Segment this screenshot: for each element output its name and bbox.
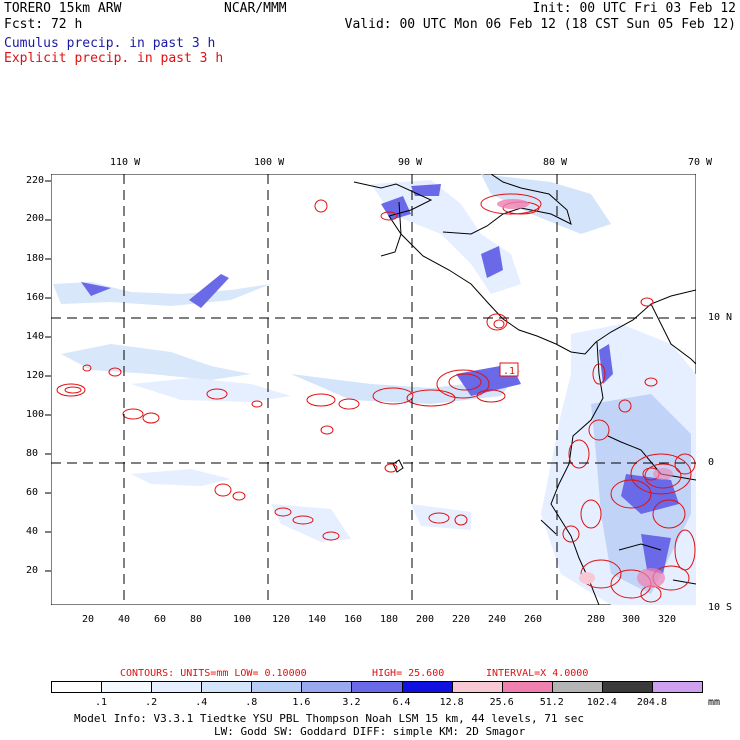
colorbar-swatch	[451, 681, 503, 693]
lon-label-100w: 100 W	[254, 157, 285, 168]
x-tick: 160	[344, 614, 363, 625]
x-tick: 140	[308, 614, 327, 625]
y-tick: 220	[26, 175, 45, 186]
coastlines	[353, 174, 696, 605]
y-tick: 20	[26, 565, 39, 576]
colorbar-swatch	[151, 681, 203, 693]
model-info-line1: Model Info: V3.3.1 Tiedtke YSU PBL Thomp…	[74, 712, 584, 725]
contours-interval: INTERVAL=X 4.0000	[486, 668, 589, 679]
colorbar-swatch	[101, 681, 153, 693]
lon-label-90w: 90 W	[398, 157, 423, 168]
x-tick: 180	[380, 614, 399, 625]
x-tick: 240	[488, 614, 507, 625]
colorbar-level-label: 102.4	[586, 697, 617, 708]
x-tick: 20	[82, 614, 95, 625]
contour-label: .1	[503, 366, 515, 377]
colorbar-swatch	[401, 681, 453, 693]
colorbar-level-label: .2	[145, 697, 158, 708]
y-tick: 180	[26, 253, 45, 264]
x-tick: 100	[233, 614, 252, 625]
y-tick: 40	[26, 526, 39, 537]
colorbar-units: mm	[708, 697, 721, 708]
forecast-hour: Fcst: 72 h	[4, 17, 83, 32]
contours-info: CONTOURS: UNITS=mm LOW= 0.10000	[120, 668, 307, 679]
model-info-line2: LW: Godd SW: Goddard DIFF: simple KM: 2D…	[214, 725, 526, 738]
colorbar-swatch	[501, 681, 553, 693]
colorbar-level-label: 51.2	[539, 697, 564, 708]
lat-label-10s: 10 S	[708, 602, 733, 613]
precip-map: .1	[51, 174, 696, 605]
field-cumulus-label: Cumulus precip. in past 3 h	[4, 36, 216, 51]
field-explicit-label: Explicit precip. in past 3 h	[4, 51, 224, 66]
lon-label-70w: 70 W	[688, 157, 713, 168]
contour-label-box	[499, 362, 519, 377]
x-tick: 260	[524, 614, 543, 625]
colorbar-swatch	[551, 681, 603, 693]
colorbar-swatch	[351, 681, 403, 693]
colorbar-level-label: 204.8	[636, 697, 667, 708]
y-tick: 160	[26, 292, 45, 303]
init-time: Init: 00 UTC Fri 03 Feb 12	[532, 1, 737, 16]
x-tick: 280	[587, 614, 606, 625]
contours-high: HIGH= 25.600	[372, 668, 445, 679]
lat-label-10n: 10 N	[708, 312, 733, 323]
x-tick: 60	[154, 614, 167, 625]
valid-time: Valid: 00 UTC Mon 06 Feb 12 (18 CST Sun …	[344, 17, 736, 32]
colorbar-swatch	[251, 681, 303, 693]
lon-label-80w: 80 W	[543, 157, 568, 168]
lon-label-110w: 110 W	[110, 157, 141, 168]
y-tick: 200	[26, 213, 45, 224]
colorbar	[51, 681, 703, 694]
colorbar-level-label: 3.2	[342, 697, 361, 708]
explicit-precip-heavy	[497, 199, 673, 588]
x-tick: 120	[272, 614, 291, 625]
colorbar-level-label: 25.6	[489, 697, 514, 708]
y-tick: 60	[26, 487, 39, 498]
y-tick: 120	[26, 370, 45, 381]
lat-label-0: 0	[708, 457, 715, 468]
y-tick: 140	[26, 331, 45, 342]
x-tick: 80	[190, 614, 203, 625]
y-tick: 100	[26, 409, 45, 420]
x-tick: 40	[118, 614, 131, 625]
x-tick: 220	[452, 614, 471, 625]
colorbar-swatch	[651, 681, 703, 693]
y-tick: 80	[26, 448, 39, 459]
colorbar-swatch	[601, 681, 653, 693]
x-tick: 320	[658, 614, 677, 625]
colorbar-level-label: .1	[95, 697, 108, 708]
x-tick: 200	[416, 614, 435, 625]
frame-ticks	[45, 180, 51, 572]
colorbar-level-label: 12.8	[439, 697, 464, 708]
colorbar-level-label: .8	[245, 697, 258, 708]
center-label: NCAR/MMM	[224, 1, 287, 16]
colorbar-swatch	[301, 681, 353, 693]
colorbar-swatch	[201, 681, 253, 693]
model-title: TORERO 15km ARW	[4, 1, 122, 16]
colorbar-level-label: .4	[195, 697, 208, 708]
x-tick: 300	[622, 614, 641, 625]
colorbar-swatch	[51, 681, 103, 693]
colorbar-level-label: 1.6	[292, 697, 311, 708]
colorbar-level-label: 6.4	[392, 697, 411, 708]
latlon-grid	[51, 174, 696, 605]
